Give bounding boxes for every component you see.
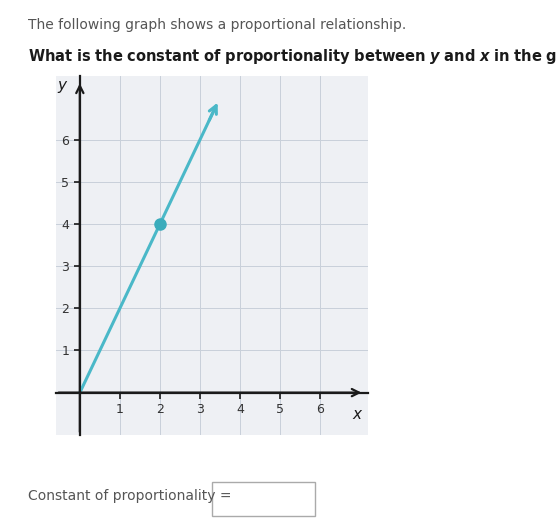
- Text: The following graph shows a proportional relationship.: The following graph shows a proportional…: [28, 18, 406, 33]
- Text: $\mathbf{What\ is\ the\ constant\ of\ proportionality\ between\ }$$\boldsymbol{y: $\mathbf{What\ is\ the\ constant\ of\ pr…: [28, 47, 558, 66]
- Text: $x$: $x$: [353, 407, 364, 422]
- Text: $y$: $y$: [57, 79, 69, 95]
- Text: Constant of proportionality =: Constant of proportionality =: [28, 489, 232, 503]
- FancyBboxPatch shape: [212, 482, 315, 516]
